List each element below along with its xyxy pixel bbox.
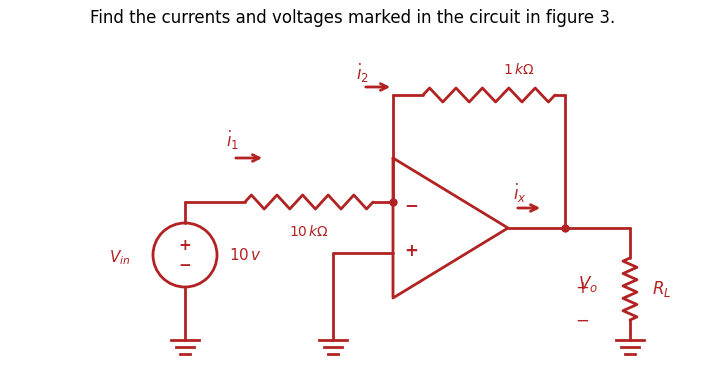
Text: $1\,k\Omega$: $1\,k\Omega$ bbox=[503, 62, 534, 77]
Text: $V_{in}$: $V_{in}$ bbox=[109, 249, 130, 267]
Text: +: + bbox=[179, 237, 191, 252]
Text: +: + bbox=[404, 242, 418, 260]
Text: $10\,v$: $10\,v$ bbox=[229, 247, 262, 263]
Text: $\dot{\imath}_1$: $\dot{\imath}_1$ bbox=[227, 128, 239, 152]
Text: Find the currents and voltages marked in the circuit in figure 3.: Find the currents and voltages marked in… bbox=[90, 9, 616, 27]
Text: $R_L$: $R_L$ bbox=[652, 279, 671, 299]
Text: $-$: $-$ bbox=[575, 311, 589, 329]
Text: $+$: $+$ bbox=[575, 279, 589, 297]
Text: $\dot{\imath}_x$: $\dot{\imath}_x$ bbox=[513, 181, 527, 205]
Text: $V_o$: $V_o$ bbox=[578, 274, 598, 294]
Text: −: − bbox=[404, 196, 418, 214]
Text: $\dot{\imath}_2$: $\dot{\imath}_2$ bbox=[357, 61, 369, 85]
Text: $10\,k\Omega$: $10\,k\Omega$ bbox=[289, 224, 329, 239]
Text: −: − bbox=[179, 258, 191, 272]
